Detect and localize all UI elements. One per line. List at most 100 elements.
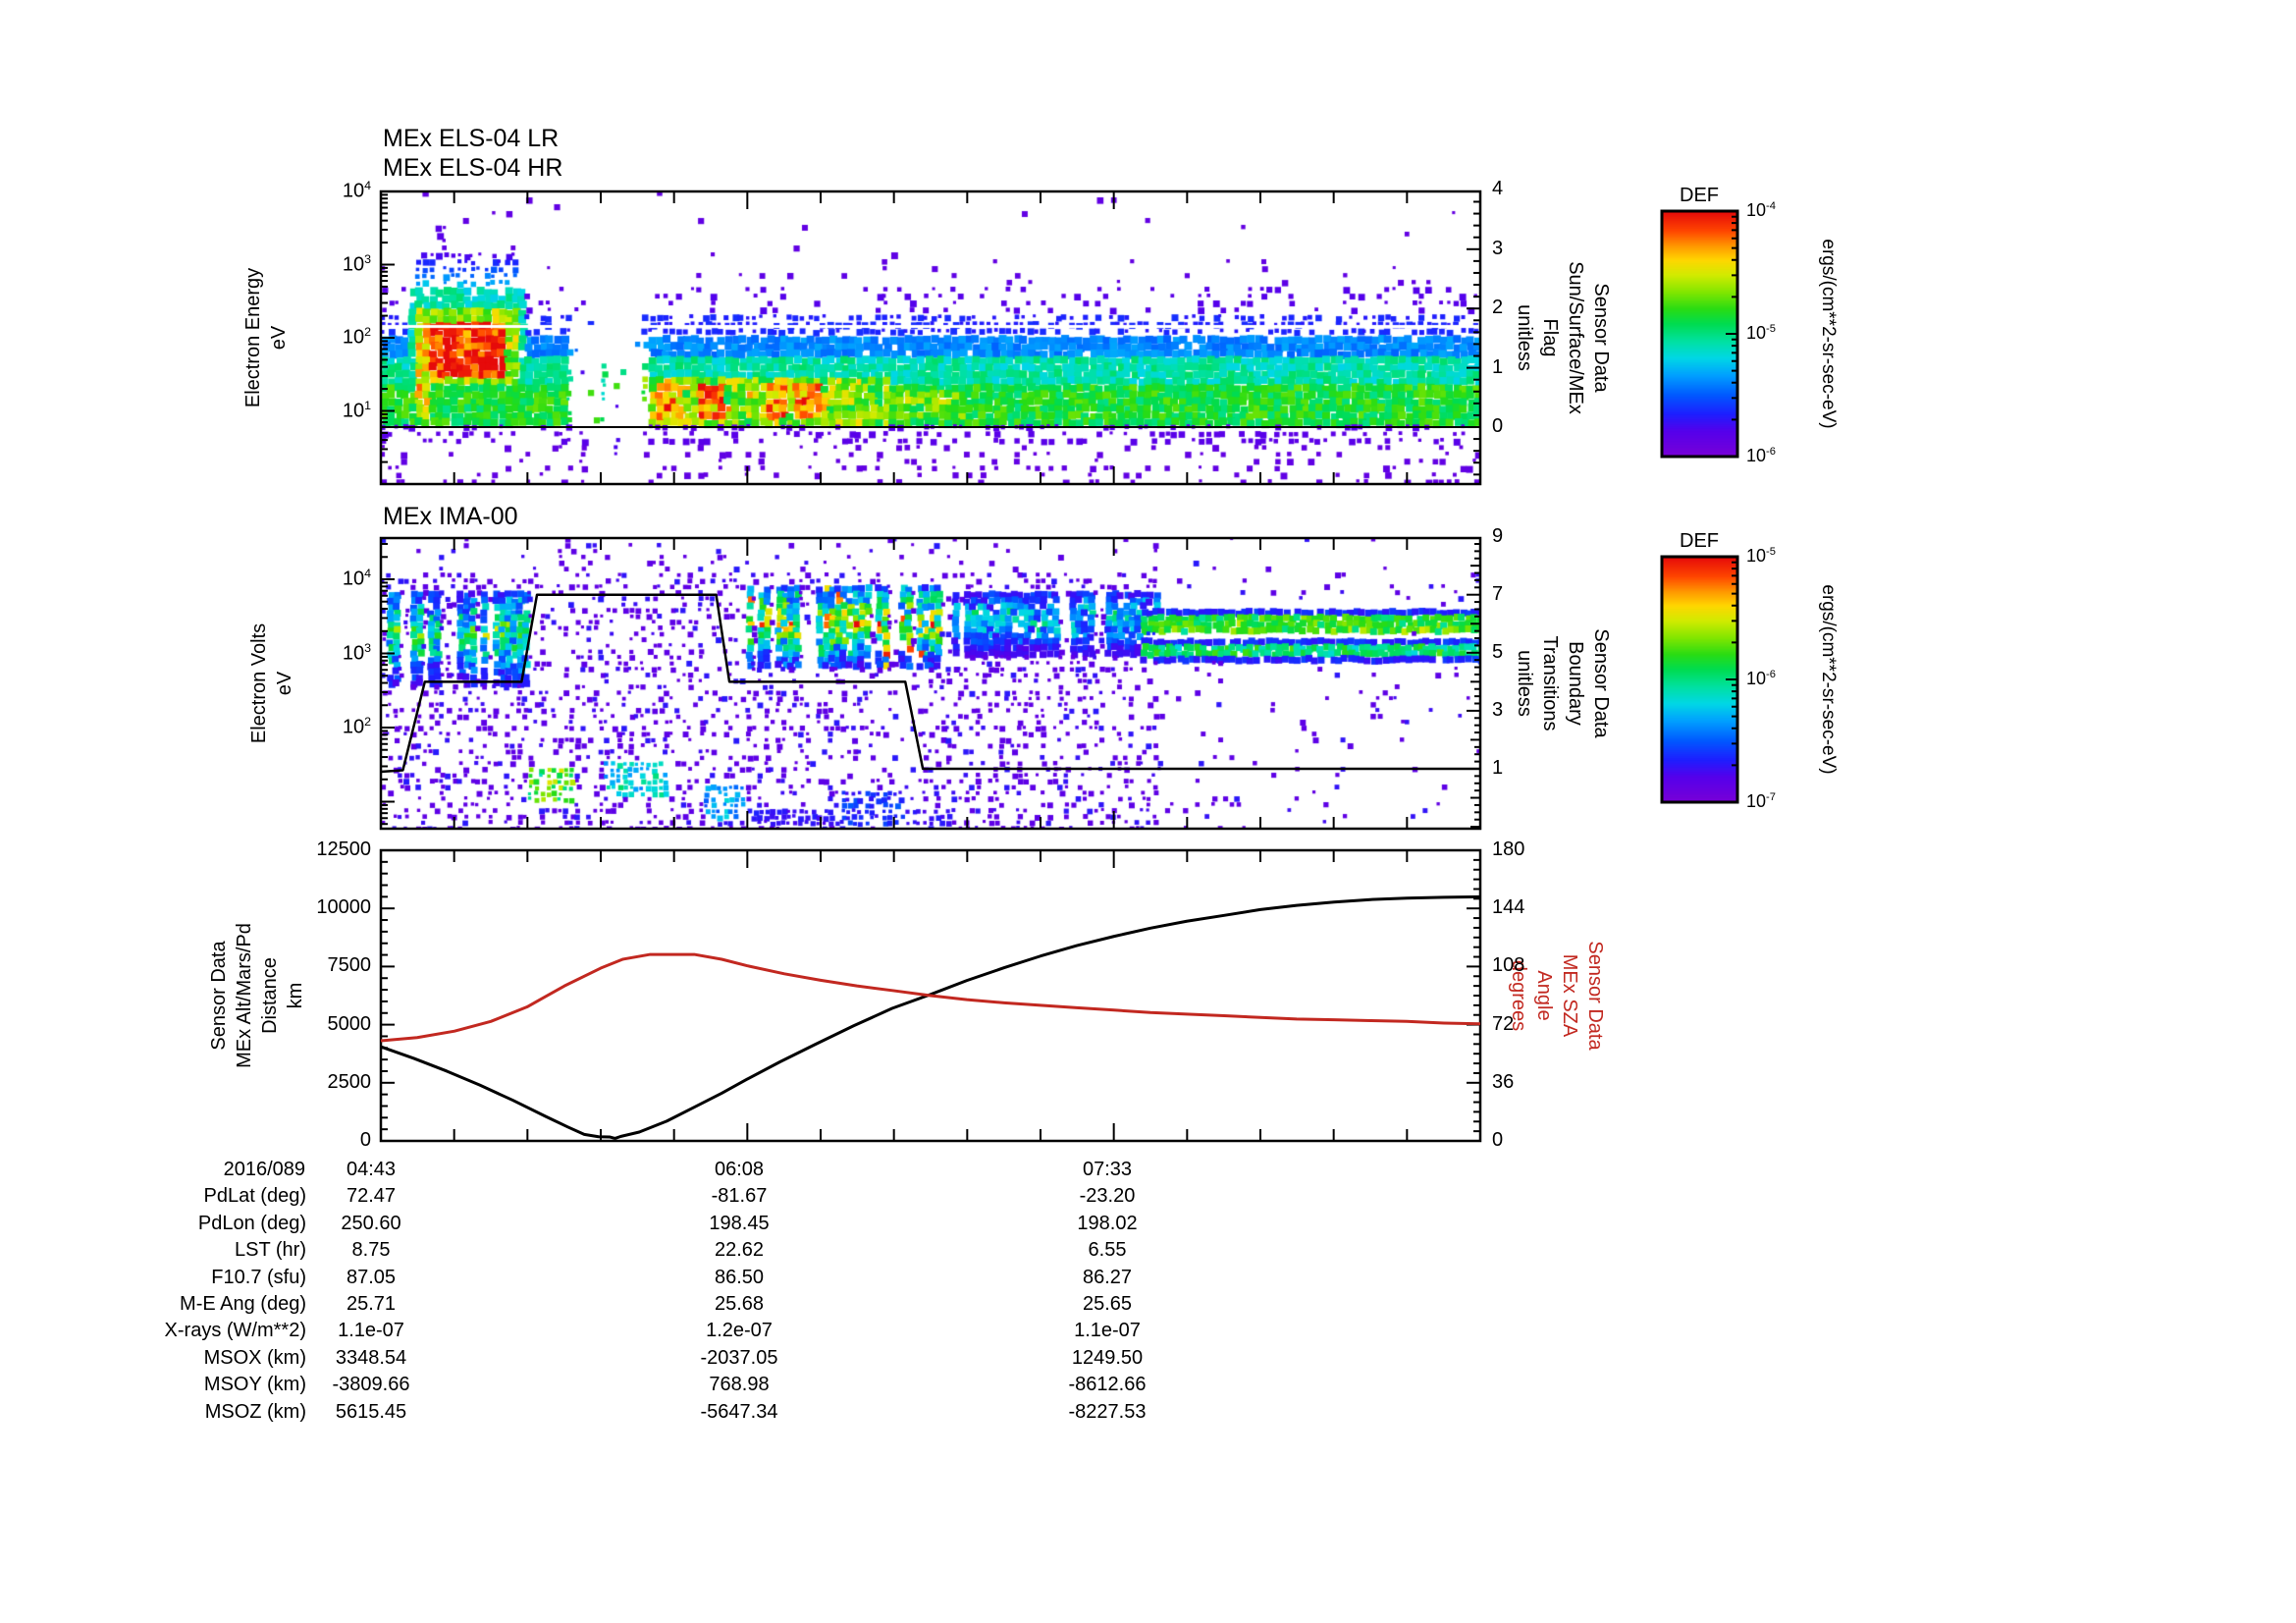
y-tick-label: 104 [342, 567, 371, 590]
table-row-label: X-rays (W/m**2) [164, 1320, 306, 1342]
table-cell-value: 8.75 [351, 1239, 391, 1262]
table-row-label: M-E Ang (deg) [180, 1293, 306, 1315]
right-tick-label: 0 [1492, 415, 1504, 437]
axis-label-line: Sensor Data [1584, 941, 1606, 1051]
table-cell-value: 25.68 [714, 1293, 765, 1315]
panel2-right-axis-label: Sensor Data Boundary Transitions unitles… [1512, 628, 1614, 737]
y-tick-label: 2500 [327, 1070, 372, 1093]
axis-label-line: MEx Alt/Mars/Pd [234, 923, 255, 1068]
table-cell-value: 86.50 [714, 1266, 765, 1288]
colorbar-tick-label: 10-6 [1746, 669, 1776, 688]
table-cell-value: -5647.34 [700, 1400, 778, 1423]
right-tick-label: 4 [1492, 178, 1504, 200]
table-cell-value: 1249.50 [1071, 1346, 1144, 1369]
colorbar-def-1 [1662, 211, 1737, 457]
axis-label-line: MEx SZA [1559, 953, 1580, 1038]
table-row-label: MSOY (km) [203, 1374, 306, 1396]
colorbar2-title: DEF [1680, 530, 1719, 552]
right-tick-label: 144 [1492, 896, 1525, 919]
axis-label-line: Transitions [1539, 635, 1561, 731]
right-tick-label: 9 [1492, 524, 1504, 547]
table-cell-value: 5615.45 [335, 1400, 407, 1423]
table-row-label: PdLat (deg) [203, 1185, 306, 1208]
colorbar-def-2 [1662, 557, 1737, 802]
panel1-y-axis-label: Electron Energy eV [240, 268, 292, 407]
table-cell-value: 25.71 [346, 1293, 397, 1315]
table-cell-value: 72.47 [346, 1185, 397, 1208]
axis-label-line: Sensor Data [1590, 283, 1612, 393]
axis-label-line: km [285, 982, 306, 1009]
table-cell-value: 22.62 [714, 1239, 765, 1262]
y-tick-label: 10000 [316, 896, 371, 919]
panel2-title: MEx IMA-00 [383, 503, 518, 530]
table-row-label: PdLon (deg) [197, 1212, 306, 1234]
right-tick-label: 72 [1492, 1012, 1515, 1035]
x-axis-time-label: 07:33 [1082, 1159, 1133, 1180]
right-tick-label: 5 [1492, 640, 1504, 663]
right-tick-label: 3 [1492, 237, 1504, 259]
table-cell-value: 250.60 [341, 1212, 401, 1234]
axis-label-line: Sensor Data [208, 941, 230, 1051]
panel1-title-line1: MEx ELS-04 LR [383, 125, 560, 152]
colorbar1-title: DEF [1680, 185, 1719, 206]
axis-label-line: Electron Energy [242, 267, 264, 408]
right-tick-label: 7 [1492, 582, 1504, 605]
colorbar1-units: ergs/(cm**2-sr-sec-eV) [1818, 239, 1839, 429]
y-tick-label: 0 [359, 1129, 371, 1151]
y-tick-label: 102 [342, 715, 371, 738]
y-tick-label: 7500 [327, 954, 372, 977]
table-row-label: F10.7 (sfu) [211, 1266, 306, 1288]
x-axis-time-label: 06:08 [714, 1159, 765, 1180]
table-date-label: 2016/089 [223, 1159, 305, 1180]
axis-label-line: Flag [1539, 318, 1561, 357]
table-cell-value: -2037.05 [700, 1346, 778, 1369]
right-tick-label: 3 [1492, 698, 1504, 721]
colorbar-tick-label: 10-5 [1746, 323, 1776, 343]
table-cell-value: -23.20 [1079, 1185, 1136, 1208]
colorbar2-units: ergs/(cm**2-sr-sec-eV) [1818, 584, 1839, 775]
right-tick-label: 1 [1492, 757, 1504, 779]
right-tick-label: 2 [1492, 297, 1504, 319]
right-tick-label: 1 [1492, 355, 1504, 378]
axis-label-line: eV [268, 325, 290, 351]
colorbar-tick-label: 10-4 [1746, 200, 1776, 220]
table-cell-value: 198.02 [1077, 1212, 1138, 1234]
right-tick-label: 180 [1492, 839, 1525, 860]
y-tick-label: 5000 [327, 1012, 372, 1035]
y-tick-label: 102 [342, 325, 371, 349]
table-cell-value: 87.05 [346, 1266, 397, 1288]
table-cell-value: -8612.66 [1068, 1374, 1147, 1396]
y-tick-label: 12500 [316, 839, 371, 860]
table-row-label: MSOZ (km) [204, 1400, 306, 1423]
axis-label-line: Sun/Surface/MEx [1565, 261, 1586, 414]
ima-spectrogram-canvas [381, 538, 1480, 829]
axis-label-line: Angle [1533, 970, 1555, 1021]
panel1-title-line2: MEx ELS-04 HR [383, 154, 563, 182]
x-axis-time-label: 04:43 [346, 1159, 397, 1180]
axis-label-line: Boundary [1565, 641, 1586, 726]
table-cell-value: 86.27 [1082, 1266, 1133, 1288]
table-cell-value: 768.98 [709, 1374, 770, 1396]
right-tick-label: 0 [1492, 1129, 1504, 1151]
right-tick-label: 36 [1492, 1070, 1515, 1093]
panel1-right-axis-label: Sensor Data Sun/Surface/MEx Flag unitles… [1512, 261, 1614, 414]
table-row-label: LST (hr) [235, 1239, 306, 1262]
table-cell-value: 198.45 [709, 1212, 770, 1234]
table-row-label: MSOX (km) [203, 1346, 306, 1369]
table-cell-value: -81.67 [711, 1185, 768, 1208]
axis-label-line: Electron Volts [248, 622, 270, 744]
colorbar-tick-label: 10-5 [1746, 546, 1776, 566]
axis-label-line: unitless [1514, 650, 1535, 717]
els-spectrogram-canvas [381, 191, 1480, 484]
panel2-y-axis-label: Electron Volts eV [246, 623, 297, 743]
y-tick-label: 101 [342, 398, 371, 422]
y-tick-label: 103 [342, 640, 371, 665]
panel3-y-axis-label: Sensor Data MEx Alt/Mars/Pd Distance km [206, 923, 308, 1068]
axis-label-line: Distance [259, 957, 281, 1034]
table-cell-value: 3348.54 [335, 1346, 407, 1369]
table-cell-value: 6.55 [1088, 1239, 1127, 1262]
colorbar-tick-label: 10-6 [1746, 446, 1776, 465]
axis-label-line: unitless [1514, 304, 1535, 371]
table-cell-value: 1.1e-07 [1074, 1320, 1141, 1342]
